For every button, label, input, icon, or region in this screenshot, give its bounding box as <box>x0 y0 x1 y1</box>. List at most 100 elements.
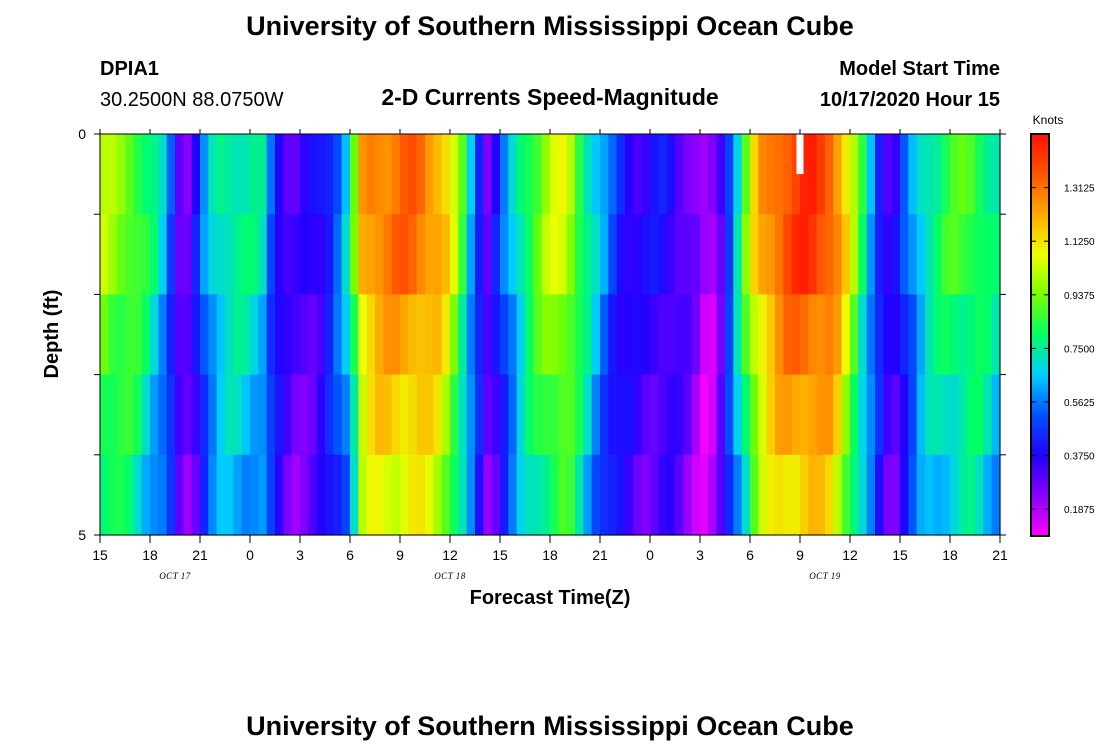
heatmap-cell <box>975 294 984 376</box>
heatmap-cell <box>525 454 534 536</box>
heatmap-cell <box>666 454 676 536</box>
heatmap-cell <box>225 134 234 215</box>
colorbar-tick-label: 1.1250 <box>1064 237 1095 248</box>
heatmap-cell <box>233 294 243 376</box>
heatmap-cell <box>325 214 334 295</box>
heatmap-cell <box>516 214 526 295</box>
heatmap-cell <box>216 374 226 456</box>
heatmap-cell <box>233 454 243 536</box>
heatmap-cell <box>483 214 493 295</box>
heatmap-cell <box>766 374 776 456</box>
heatmap-cell <box>516 374 526 456</box>
heatmap-cell <box>850 294 859 376</box>
heatmap-cell <box>933 374 943 456</box>
heatmap-cell <box>575 374 584 456</box>
heatmap-cell <box>541 454 551 536</box>
heatmap-cell <box>916 454 926 536</box>
heatmap-cell <box>566 374 576 456</box>
heatmap-cell <box>858 134 868 215</box>
heatmap-cell <box>675 454 684 536</box>
heatmap-cell <box>500 294 509 376</box>
heatmap-cell <box>916 134 926 215</box>
heatmap-cell <box>450 374 459 456</box>
heatmap-cell <box>275 294 284 376</box>
heatmap-cell <box>783 214 793 295</box>
heatmap-cell <box>200 454 209 536</box>
x-tick-label: 18 <box>542 547 558 563</box>
heatmap-cell <box>191 214 201 295</box>
heatmap-cell <box>108 294 118 376</box>
heatmap-cell <box>633 294 643 376</box>
heatmap-cell <box>116 294 126 376</box>
heatmap-cell <box>166 374 176 456</box>
heatmap-cell <box>641 134 651 215</box>
station-coordinates: 30.2500N 88.0750W <box>100 89 284 111</box>
x-tick-label: 12 <box>442 547 458 563</box>
heatmap-cell <box>900 134 909 215</box>
heatmap-cell <box>250 374 259 456</box>
x-tick-label: 18 <box>942 547 958 563</box>
heatmap-cell <box>266 454 276 536</box>
heatmap-cell <box>975 374 984 456</box>
colorbar-tick-label: 0.7500 <box>1064 344 1095 355</box>
heatmap-cell <box>650 214 659 295</box>
heatmap-cell <box>550 294 559 376</box>
heatmap-cell <box>716 454 726 536</box>
heatmap-cell <box>883 374 893 456</box>
heatmap-cell <box>950 374 959 456</box>
x-tick-label: 3 <box>696 547 704 563</box>
heatmap-cell <box>166 454 176 536</box>
heatmap-cell <box>950 454 959 536</box>
colorbar-tick-label: 0.9375 <box>1064 291 1095 302</box>
heatmap-cell <box>875 214 884 295</box>
heatmap-cell <box>841 374 851 456</box>
heatmap-cell <box>175 294 184 376</box>
heatmap-cell <box>883 454 893 536</box>
heatmap-cell <box>516 294 526 376</box>
heatmap-cell <box>225 214 234 295</box>
heatmap-cell <box>366 134 376 215</box>
heatmap-cell <box>558 214 568 295</box>
heatmap-cell <box>358 454 368 536</box>
heatmap-cell <box>300 214 309 295</box>
heatmap-cell <box>350 214 359 295</box>
heatmap-cell <box>650 454 659 536</box>
heatmap-cell <box>316 214 326 295</box>
y-tick-label: 0 <box>78 126 86 142</box>
heatmap-cell <box>283 214 293 295</box>
colorbar-tick-label: 0.1875 <box>1064 505 1095 516</box>
heatmap-cell <box>866 294 876 376</box>
heatmap-cell <box>758 294 768 376</box>
heatmap-cell <box>575 134 584 215</box>
heatmap-cell <box>533 454 543 536</box>
heatmap-cell <box>475 214 484 295</box>
heatmap-cell <box>700 454 709 536</box>
heatmap-cell <box>850 134 859 215</box>
heatmap-cell <box>125 294 134 376</box>
model-start-time: 10/17/2020 Hour 15 <box>820 89 1000 111</box>
heatmap-cell <box>358 214 368 295</box>
heatmap-cell <box>108 134 118 215</box>
heatmap-cell <box>141 454 151 536</box>
heatmap-cell <box>850 374 859 456</box>
heatmap-cell <box>458 294 468 376</box>
heatmap-cell <box>566 214 576 295</box>
heatmap-cell <box>941 294 951 376</box>
heatmap-cell <box>291 214 301 295</box>
heatmap-cell <box>341 294 351 376</box>
heatmap-cell <box>116 214 126 295</box>
heatmap-cell <box>483 454 493 536</box>
heatmap-cell <box>958 294 968 376</box>
heatmap-cell <box>691 374 701 456</box>
heatmap-cell <box>441 214 451 295</box>
heatmap-cell <box>958 454 968 536</box>
colorbar-tick-label: 0.3750 <box>1064 452 1095 463</box>
heatmap-cell <box>908 134 918 215</box>
heatmap-cell <box>575 454 584 536</box>
heatmap-cell <box>833 134 843 215</box>
heatmap-plot <box>100 134 1001 536</box>
heatmap-cell <box>391 454 401 536</box>
heatmap-cell <box>241 134 251 215</box>
heatmap-cell <box>391 374 401 456</box>
heatmap-cell <box>741 294 751 376</box>
